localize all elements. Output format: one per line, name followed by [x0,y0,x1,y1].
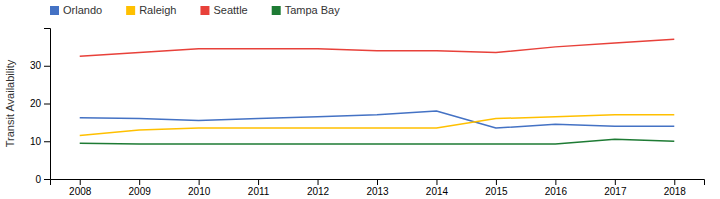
x-tick-label: 2009 [129,186,152,197]
x-tick-mark [139,179,140,185]
x-tick-label: 2010 [188,186,211,197]
legend-item: Orlando [50,4,102,16]
legend-label: Orlando [63,4,102,16]
chart: 2008200920102011201220132014201520162017… [0,0,720,199]
x-tick-mark [199,179,200,185]
y-tick-label: 20 [30,98,42,109]
legend-label: Seattle [213,4,247,16]
x-tick-label: 2014 [426,186,449,197]
legend-item: Seattle [200,4,247,16]
y-tick-label: 10 [30,136,42,147]
x-tick: 2015 [485,179,508,197]
x-tick-mark [615,179,616,185]
x-tick-label: 2018 [664,186,687,197]
x-tick: 2013 [366,179,389,197]
y-tick-mark [44,66,50,67]
x-tick-label: 2013 [366,186,389,197]
x-tick: 2009 [129,179,152,197]
x-tick-mark [436,179,437,185]
x-tick: 2010 [188,179,211,197]
y-axis: 0 10 20 30 [30,29,51,185]
x-tick-label: 2015 [485,186,508,197]
series-line [80,115,675,136]
y-tick-mark [44,179,50,180]
series-line [80,111,675,128]
x-tick-label: 2011 [248,186,270,197]
series-line [80,139,675,144]
x-tick: 2012 [307,179,330,197]
x-tick: 2008 [69,179,92,197]
y-tick: 20 [30,98,50,109]
legend: Orlando Raleigh Seattle Tampa Bay [50,4,340,16]
y-tick-mark [44,141,50,142]
x-tick: 2014 [426,179,449,197]
x-tick: 2017 [604,179,627,197]
x-tick: 2011 [248,179,270,197]
x-tick-mark [80,179,81,185]
x-axis: 2008 2009 2010 2011 2012 2013 2014 2015 2016 2017… [51,179,705,197]
x-tick: 2016 [545,179,568,197]
legend-swatch [126,6,135,15]
legend-label: Raleigh [139,4,176,16]
legend-swatch [272,6,281,15]
legend-label: Tampa Bay [285,4,341,16]
x-tick-mark [318,179,319,185]
legend-swatch [200,6,209,15]
x-tick-label: 2017 [604,186,627,197]
y-tick-mark [44,104,50,105]
x-tick-mark [258,179,259,185]
x-tick-mark [377,179,378,185]
plot-area [80,39,675,144]
x-tick: 2018 [664,179,687,197]
legend-swatch [50,6,59,15]
x-tick-mark [555,179,556,185]
y-tick-label: 0 [35,174,41,185]
series-line [80,39,675,56]
y-axis-title: Transit Availability [4,59,16,147]
x-tick-label: 2016 [545,186,568,197]
y-line [44,29,51,180]
x-tick-label: 2008 [69,186,92,197]
x-tick-mark [496,179,497,185]
legend-item: Tampa Bay [272,4,341,16]
y-tick-label: 30 [30,60,42,71]
y-tick: 0 [35,174,50,185]
x-tick-label: 2012 [307,186,330,197]
x-tick-mark [674,179,675,185]
x-line [51,180,705,186]
y-tick: 10 [30,136,50,147]
y-tick: 30 [30,60,50,71]
legend-item: Raleigh [126,4,176,16]
